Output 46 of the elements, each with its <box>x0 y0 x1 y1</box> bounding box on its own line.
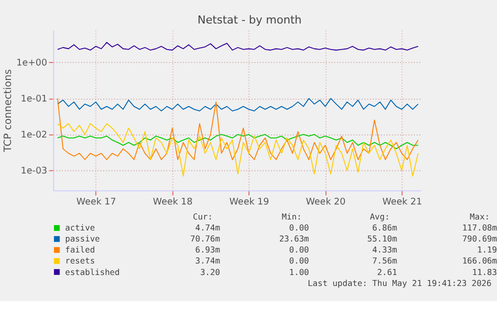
text: 4.74m <box>195 222 220 233</box>
text: Max: <box>470 212 490 222</box>
x-tick-label: Week 20 <box>306 196 346 208</box>
text: 790.69m <box>462 234 497 244</box>
text: 3.20 <box>200 266 220 277</box>
legend-label: active <box>65 222 95 233</box>
line-series <box>57 134 419 150</box>
text: 0.00 <box>289 244 310 255</box>
legend-label: resets <box>65 256 95 266</box>
line-series <box>57 98 419 112</box>
text: 11.83 <box>472 266 497 277</box>
x-tick-label: Week 17 <box>76 196 116 208</box>
legend-label: established <box>65 266 120 277</box>
y-axis-title: TCP connections <box>2 69 14 153</box>
text: Avg: <box>370 212 390 222</box>
text: 6.86m <box>372 222 398 233</box>
text: 1.19 <box>477 244 497 255</box>
legend-label: failed <box>65 244 95 255</box>
text: 166.06m <box>462 256 497 266</box>
text: Min: <box>282 212 302 222</box>
text: 7.56m <box>372 256 398 266</box>
text: 1.00 <box>289 266 310 277</box>
y-tick-label: 1e-01 <box>20 94 48 105</box>
text: 6.93m <box>195 244 220 255</box>
legend-label: passive <box>65 234 100 244</box>
text: Last update: Thu May 21 19:41:23 2026 <box>308 278 492 288</box>
text: 2.61 <box>377 266 398 277</box>
x-tick-label: Week 18 <box>152 196 193 208</box>
text: 4.33m <box>372 244 398 255</box>
text: 0.00 <box>289 256 310 266</box>
text: 3.74m <box>195 256 220 266</box>
y-tick-label: 1e-03 <box>20 166 48 177</box>
text: 0.00 <box>289 222 310 233</box>
line-series <box>57 123 419 177</box>
chart-title: Netstat - by month <box>198 14 302 26</box>
text: 70.76m <box>190 234 220 244</box>
x-tick-label: Week 21 <box>382 196 422 208</box>
line-series <box>57 42 419 51</box>
text: 55.10m <box>367 234 398 244</box>
y-tick-label: 1e-02 <box>20 130 48 141</box>
y-tick-label: 1e+00 <box>16 58 48 69</box>
line-series <box>57 98 419 160</box>
text: Cur: <box>192 212 213 222</box>
x-tick-label: Week 19 <box>229 196 270 208</box>
text: 117.08m <box>462 222 497 233</box>
text: 23.63m <box>279 234 310 244</box>
